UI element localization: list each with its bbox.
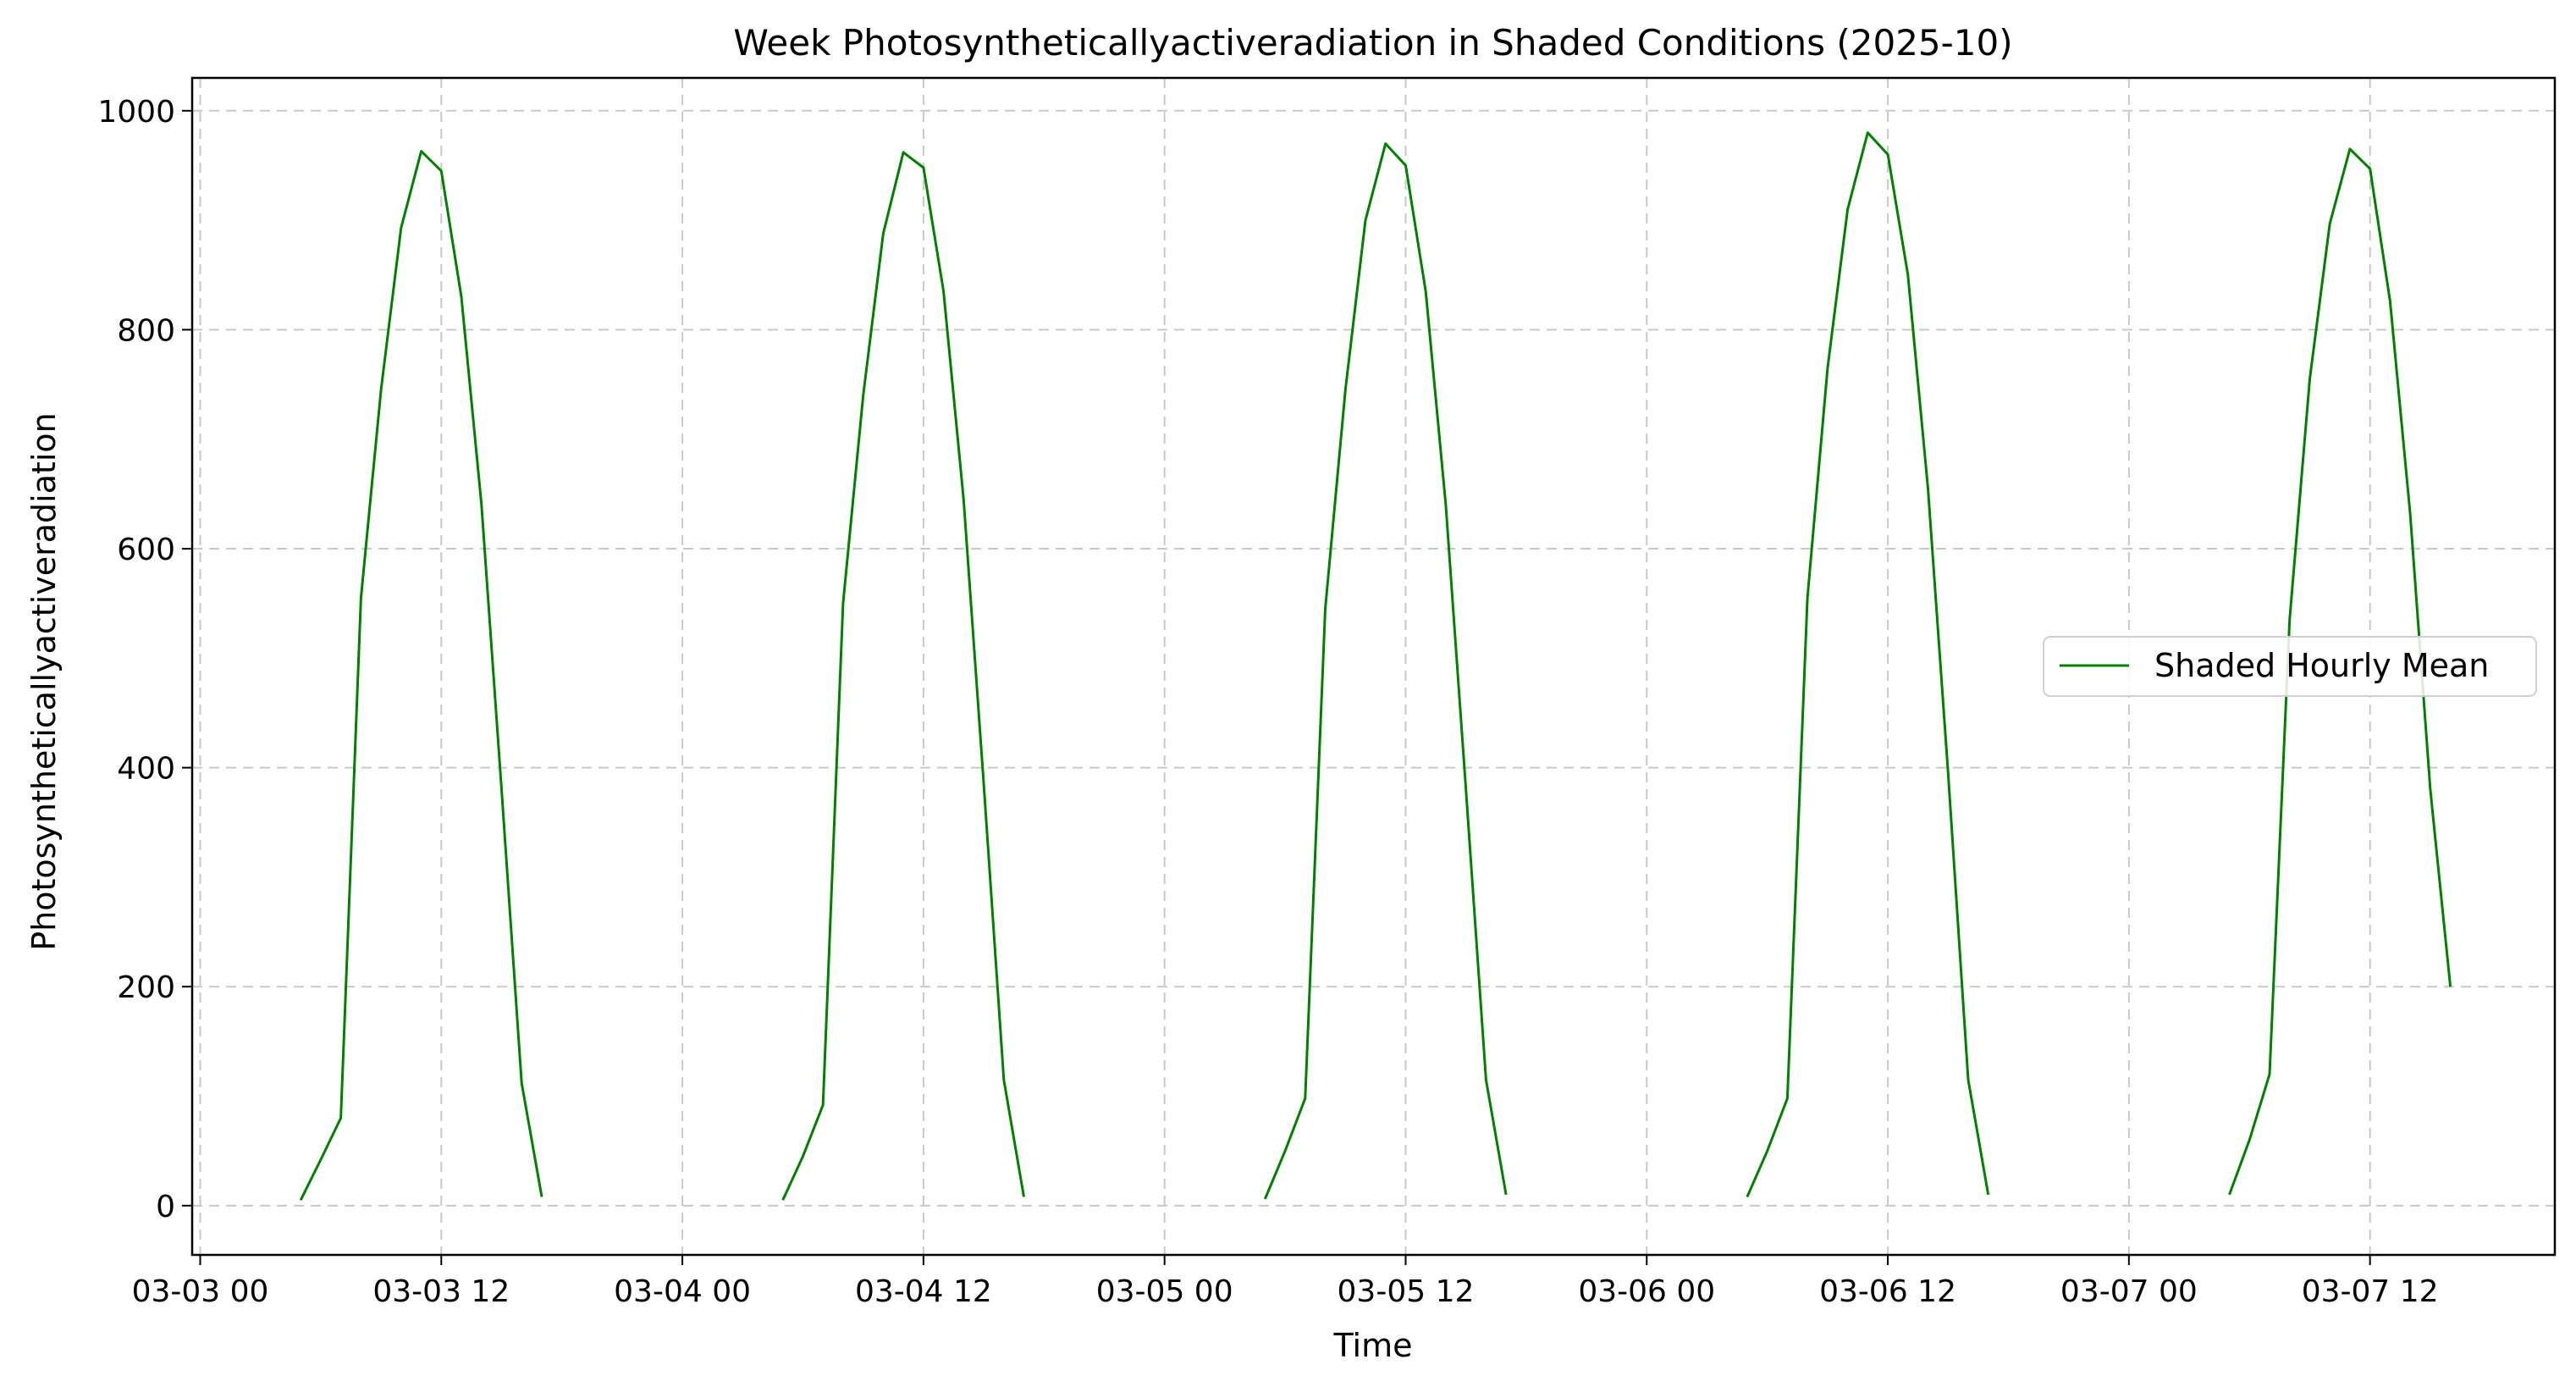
series-line-segment: [299, 150, 543, 1201]
x-tick-label: 03-07 00: [2060, 1274, 2198, 1309]
series-line-segment: [1746, 131, 1990, 1198]
x-tick-label: 03-05 00: [1096, 1274, 1233, 1309]
legend-box: [2043, 636, 2537, 697]
y-tick-label: 600: [117, 533, 175, 567]
x-tick-label: 03-07 12: [2302, 1274, 2439, 1309]
ticks-layer: 0 200 400 600 800 1000 03-03 00 03-03 12 03-04 0…: [97, 95, 2438, 1309]
legend-label: Shaded Hourly Mean: [2154, 647, 2489, 684]
x-tick-label: 03-03 12: [372, 1274, 510, 1309]
x-axis-label: Time: [1333, 1327, 1413, 1364]
y-tick-label: 0: [156, 1190, 175, 1224]
series-line-segment: [1263, 142, 1508, 1200]
legend: Shaded Hourly Mean: [2043, 636, 2537, 697]
x-tick-label: 03-06 00: [1578, 1274, 1715, 1309]
plot-frame: [190, 76, 2557, 1257]
x-tick-label: 03-05 12: [1338, 1274, 1475, 1309]
series-line-segment: [2228, 147, 2452, 1196]
y-tick-label: 800: [117, 313, 175, 348]
x-tick-label: 03-04 12: [855, 1274, 992, 1309]
chart-title: Week Photosyntheticallyactiveradiation i…: [733, 22, 2012, 64]
grid-layer: [192, 78, 2555, 1255]
data-layer: [299, 131, 2452, 1201]
y-tick-label: 200: [117, 970, 175, 1005]
y-tick-label: 400: [117, 752, 175, 787]
x-tick-label: 03-03 00: [132, 1274, 269, 1309]
x-tick-label: 03-06 12: [1819, 1274, 1956, 1309]
series-line-segment: [781, 151, 1025, 1201]
x-tick-label: 03-04 00: [614, 1274, 751, 1309]
y-tick-label: 1000: [97, 95, 175, 130]
y-axis-label: Photosyntheticallyactiveradiation: [25, 412, 63, 951]
